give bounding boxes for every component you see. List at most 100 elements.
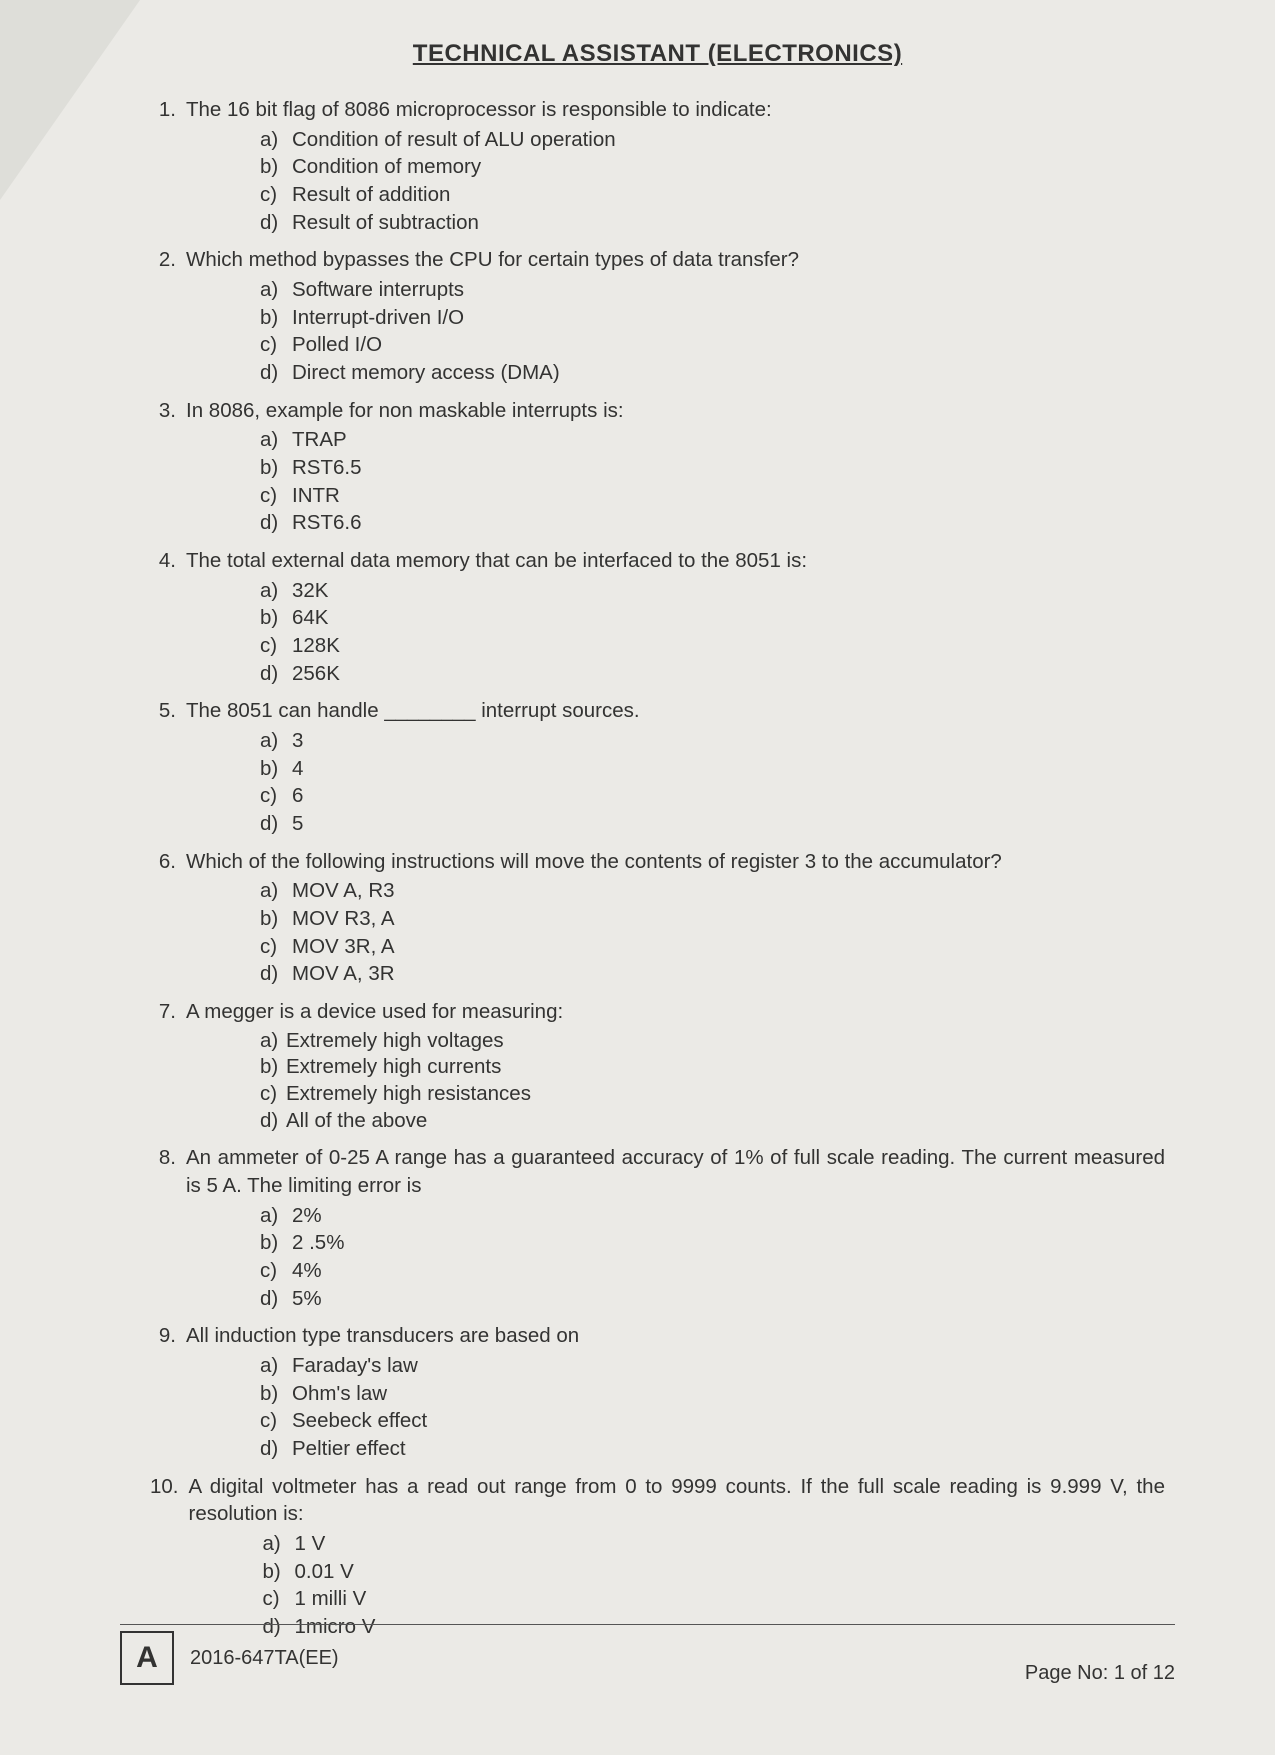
- question: 7.A megger is a device used for measurin…: [150, 998, 1165, 1134]
- option-label: a): [260, 426, 292, 454]
- question-text: All induction type transducers are based…: [186, 1322, 1165, 1350]
- question: 10.A digital voltmeter has a read out ra…: [150, 1473, 1165, 1641]
- options-list: a)3b)4c)6d)5: [186, 727, 1165, 838]
- option-label: d): [260, 660, 292, 688]
- option: a)Faraday's law: [260, 1352, 1165, 1380]
- question-text: Which method bypasses the CPU for certai…: [186, 246, 1165, 274]
- option-label: b): [260, 1229, 292, 1257]
- question: 5.The 8051 can handle ________ interrupt…: [150, 697, 1165, 837]
- option-text: MOV R3, A: [292, 905, 395, 933]
- option-label: a): [263, 1530, 295, 1558]
- option-label: c): [263, 1585, 295, 1613]
- option-label: a): [260, 276, 292, 304]
- option: a)TRAP: [260, 426, 1165, 454]
- option-text: Extremely high voltages: [286, 1028, 504, 1055]
- question: 2.Which method bypasses the CPU for cert…: [150, 246, 1165, 386]
- question-body: All induction type transducers are based…: [186, 1322, 1165, 1462]
- option-label: c): [260, 782, 292, 810]
- option-text: 6: [292, 782, 303, 810]
- option: a)Extremely high voltages: [260, 1028, 1165, 1055]
- option-text: 4: [292, 755, 303, 783]
- question-number: 2.: [150, 246, 186, 386]
- options-list: a)Software interruptsb)Interrupt-driven …: [186, 276, 1165, 387]
- option: c)Polled I/O: [260, 331, 1165, 359]
- option-label: b): [260, 755, 292, 783]
- option: a)2%: [260, 1202, 1165, 1230]
- option-text: MOV 3R, A: [292, 933, 395, 961]
- option-text: RST6.5: [292, 454, 362, 482]
- option-label: d): [260, 1285, 292, 1313]
- option: c)Seebeck effect: [260, 1407, 1165, 1435]
- option-label: b): [260, 905, 292, 933]
- option-label: c): [260, 331, 292, 359]
- options-list: a)2%b)2 .5%c)4%d)5%: [186, 1202, 1165, 1313]
- option: d)All of the above: [260, 1108, 1165, 1135]
- question-text: The total external data memory that can …: [186, 547, 1165, 575]
- question: 4.The total external data memory that ca…: [150, 547, 1165, 687]
- option-label: d): [260, 509, 292, 537]
- question-body: The 16 bit flag of 8086 microprocessor i…: [186, 96, 1165, 236]
- question-number: 9.: [150, 1322, 186, 1462]
- option-label: b): [260, 153, 292, 181]
- option-label: a): [260, 126, 292, 154]
- options-list: a)Faraday's lawb)Ohm's lawc)Seebeck effe…: [186, 1352, 1165, 1463]
- option: c)INTR: [260, 482, 1165, 510]
- option-text: Interrupt-driven I/O: [292, 304, 464, 332]
- option-text: TRAP: [292, 426, 347, 454]
- option: b)2 .5%: [260, 1229, 1165, 1257]
- option: b)Condition of memory: [260, 153, 1165, 181]
- option-label: c): [260, 1257, 292, 1285]
- option-text: 1 V: [295, 1530, 326, 1558]
- question-body: The 8051 can handle ________ interrupt s…: [186, 697, 1165, 837]
- option: d)256K: [260, 660, 1165, 688]
- set-code-box: A: [120, 1631, 174, 1685]
- option-text: Condition of result of ALU operation: [292, 126, 616, 154]
- option-text: MOV A, 3R: [292, 960, 395, 988]
- option: d)MOV A, 3R: [260, 960, 1165, 988]
- option: d)RST6.6: [260, 509, 1165, 537]
- option: b)4: [260, 755, 1165, 783]
- question-text: Which of the following instructions will…: [186, 848, 1165, 876]
- option-text: Ohm's law: [292, 1380, 387, 1408]
- footer-left: A 2016-647TA(EE): [120, 1631, 339, 1685]
- option: c)Extremely high resistances: [260, 1081, 1165, 1108]
- question-body: Which method bypasses the CPU for certai…: [186, 246, 1165, 386]
- option-label: b): [260, 304, 292, 332]
- option-label: d): [260, 810, 292, 838]
- question: 3.In 8086, example for non maskable inte…: [150, 397, 1165, 537]
- question-body: The total external data memory that can …: [186, 547, 1165, 687]
- option-label: a): [260, 577, 292, 605]
- option: c)4%: [260, 1257, 1165, 1285]
- question-number: 5.: [150, 697, 186, 837]
- option: c)MOV 3R, A: [260, 933, 1165, 961]
- options-list: a)Extremely high voltagesb)Extremely hig…: [186, 1028, 1165, 1135]
- option: b)Extremely high currents: [260, 1054, 1165, 1081]
- questions-list: 1.The 16 bit flag of 8086 microprocessor…: [150, 96, 1165, 1641]
- option: a)Condition of result of ALU operation: [260, 126, 1165, 154]
- option-text: 2%: [292, 1202, 322, 1230]
- option-label: a): [260, 727, 292, 755]
- option: d)5: [260, 810, 1165, 838]
- option-text: Software interrupts: [292, 276, 464, 304]
- option-text: 64K: [292, 604, 328, 632]
- option: c)6: [260, 782, 1165, 810]
- option-text: Condition of memory: [292, 153, 481, 181]
- option-label: d): [260, 1435, 292, 1463]
- option-text: Polled I/O: [292, 331, 382, 359]
- option-label: d): [260, 1108, 286, 1135]
- question-text: An ammeter of 0-25 A range has a guarant…: [186, 1144, 1165, 1199]
- option-label: a): [260, 1028, 286, 1055]
- option-label: b): [260, 604, 292, 632]
- option: d)Peltier effect: [260, 1435, 1165, 1463]
- options-list: a)MOV A, R3b)MOV R3, Ac)MOV 3R, Ad)MOV A…: [186, 877, 1165, 988]
- question-body: In 8086, example for non maskable interr…: [186, 397, 1165, 537]
- document-code: 2016-647TA(EE): [190, 1647, 339, 1670]
- question-number: 7.: [150, 998, 186, 1134]
- question-body: An ammeter of 0-25 A range has a guarant…: [186, 1144, 1165, 1312]
- option: a)3: [260, 727, 1165, 755]
- page-number: Page No: 1 of 12: [1025, 1662, 1175, 1685]
- question: 8.An ammeter of 0-25 A range has a guara…: [150, 1144, 1165, 1312]
- option: b)Interrupt-driven I/O: [260, 304, 1165, 332]
- option-text: Direct memory access (DMA): [292, 359, 560, 387]
- page-title: TECHNICAL ASSISTANT (ELECTRONICS): [150, 40, 1165, 68]
